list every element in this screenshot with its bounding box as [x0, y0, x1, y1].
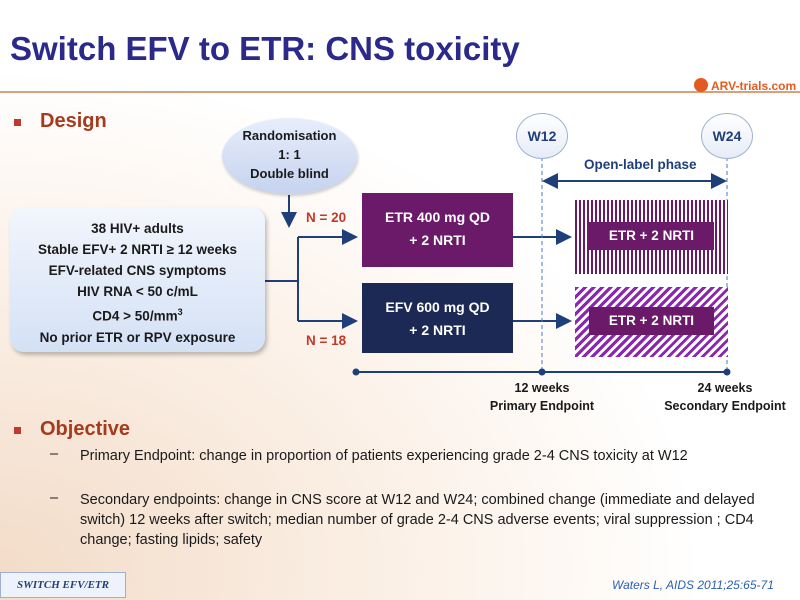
timeline-dot-w24	[723, 368, 731, 376]
design-heading: Design	[40, 110, 107, 132]
arm2-n-label: N = 18	[306, 333, 347, 348]
design-bullet-icon	[14, 119, 21, 126]
slide-title: Switch EFV to ETR: CNS toxicity	[10, 30, 520, 67]
timeline-dot-w12	[538, 368, 546, 376]
randomisation-ellipse: Randomisation 1: 1 Double blind	[222, 118, 357, 194]
open-label-arm1-label: ETR + 2 NRTI	[589, 222, 714, 250]
logo-text: ARV-trials	[711, 79, 769, 93]
patient-criterion: 38 HIV+ adults	[91, 221, 184, 236]
open-label-phase-label: Open-label phase	[584, 157, 697, 172]
title-divider	[0, 91, 800, 93]
w24-circle: W24	[701, 113, 753, 159]
randomisation-line: Randomisation	[242, 128, 337, 143]
arm1-n-label: N = 20	[306, 210, 347, 225]
objective-dash-icon: –	[50, 490, 59, 506]
arm-etr-box: ETR 400 mg QD + 2 NRTI	[362, 193, 513, 267]
patient-criterion: No prior ETR or RPV exposure	[39, 329, 236, 345]
arm-efv-backbone: + 2 NRTI	[409, 322, 466, 338]
objective-secondary-endpoints: Secondary endpoints: change in CNS score…	[80, 492, 755, 548]
patient-criterion: EFV-related CNS symptoms	[48, 263, 227, 278]
objective-primary-endpoint: Primary Endpoint: change in proportion o…	[80, 448, 688, 464]
randomisation-ratio: 1: 1	[278, 147, 301, 162]
cd4-text: CD4 > 50/mm	[92, 308, 178, 324]
arm-efv-drug: EFV 600 mg QD	[385, 299, 490, 315]
randomisation-blinding: Double blind	[250, 166, 329, 181]
primary-endpoint-label: 12 weeks Primary Endpoint	[472, 379, 612, 415]
open-label-arm1-box: ETR + 2 NRTI	[575, 200, 728, 274]
open-label-arm2-label: ETR + 2 NRTI	[589, 307, 714, 335]
arv-trials-logo: ARV-trials.com	[694, 78, 797, 98]
arm-efv-box: EFV 600 mg QD + 2 NRTI	[362, 283, 513, 353]
arm-etr-backbone: + 2 NRTI	[409, 232, 466, 248]
objective-dash-icon: –	[50, 446, 59, 462]
w12-circle: W12	[516, 113, 568, 159]
arm-etr-drug: ETR 400 mg QD	[384, 209, 491, 225]
secondary-endpoint-week: 24 weeks	[697, 381, 753, 395]
open-label-arm2-box: ETR + 2 NRTI	[575, 287, 728, 357]
secondary-endpoint-text: Secondary Endpoint	[664, 399, 786, 413]
logo-mark-icon	[694, 78, 708, 92]
secondary-endpoint-label: 24 weeks Secondary Endpoint	[652, 379, 798, 415]
study-tag: SWITCH EFV/ETR	[0, 572, 126, 598]
objective-heading: Objective	[40, 418, 131, 440]
primary-endpoint-week: 12 weeks	[514, 381, 570, 395]
logo-suffix: .com	[768, 79, 797, 93]
patient-criteria-box: 38 HIV+ adults Stable EFV+ 2 NRTI ≥ 12 w…	[10, 207, 265, 352]
primary-endpoint-text: Primary Endpoint	[489, 399, 595, 413]
patient-criterion: Stable EFV+ 2 NRTI ≥ 12 weeks	[37, 242, 238, 257]
timeline-dot-start	[352, 368, 360, 376]
cd4-superscript: 3	[177, 307, 183, 317]
objective-bullet-icon	[14, 427, 21, 434]
patient-criterion-cd4: CD4 > 50/mm3	[10, 302, 265, 327]
patient-criterion: HIV RNA < 50 c/mL	[77, 284, 198, 299]
citation: Waters L, AIDS 2011;25:65-71	[612, 578, 774, 592]
